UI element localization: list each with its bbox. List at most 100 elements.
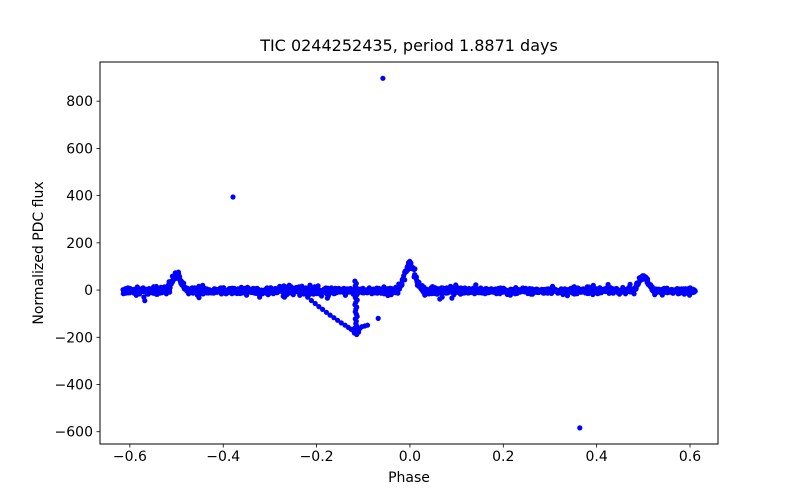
x-tick-label: 0.2 (492, 449, 514, 465)
band-fuzz-point (652, 292, 658, 298)
y-tick-label: 0 (84, 283, 93, 299)
band-fuzz-point (280, 293, 286, 299)
band-fuzz-point (529, 291, 536, 297)
band-underside-strays-point (142, 298, 148, 304)
band-fuzz-point (529, 286, 535, 292)
band-fuzz-point (144, 291, 150, 297)
outliers-point (230, 194, 236, 200)
band-fuzz-point (547, 287, 553, 293)
band-fuzz-point (447, 283, 454, 289)
band-fuzz-point (525, 290, 531, 297)
band-fuzz-point (457, 291, 464, 297)
data-points (120, 75, 698, 431)
band-fuzz-point (134, 290, 140, 296)
band-underside-strays-point (437, 296, 443, 302)
band-fuzz-point (568, 287, 574, 293)
x-tick-label: 0.4 (586, 449, 608, 465)
plot-title: TIC 0244252435, period 1.8871 days (259, 36, 558, 55)
band-point (402, 277, 408, 283)
band-fuzz-point (432, 287, 438, 293)
band-fuzz-point (374, 285, 380, 291)
band-fuzz-point (514, 286, 520, 292)
band-fuzz-point (241, 285, 247, 292)
band-fuzz-point (520, 285, 526, 291)
band-fuzz-point (472, 285, 478, 291)
band-fuzz-point (244, 292, 250, 298)
band-fuzz-point (167, 289, 173, 295)
band-fuzz-point (134, 284, 140, 290)
band-fuzz-point (500, 285, 507, 291)
band-fuzz-point (489, 287, 495, 293)
band-fuzz-point (590, 291, 596, 298)
dip-trail-point (338, 320, 344, 326)
x-tick-label: −0.6 (113, 449, 147, 465)
band-fuzz-point (319, 293, 325, 299)
band-underside-strays-point (297, 292, 303, 298)
dip-trail-point (327, 312, 333, 318)
y-tick-label: −400 (55, 378, 93, 394)
band-fuzz-point (169, 279, 175, 285)
y-axis-ticks: −600 −400 −200 0 200 400 600 800 (55, 94, 100, 441)
band-fuzz-point (269, 289, 276, 295)
band-fuzz-point (165, 282, 171, 288)
y-tick-label: −200 (55, 330, 93, 346)
dip-trail-point (316, 304, 322, 310)
band-fuzz-point (506, 291, 512, 298)
band-fuzz-point (340, 287, 346, 293)
band-fuzz-point (329, 287, 335, 293)
band-fuzz-point (686, 287, 692, 293)
band-fuzz-point (122, 290, 128, 296)
plot-frame (99, 61, 719, 445)
deep-dip-cluster-point (375, 315, 381, 321)
deep-dip-cluster-point (350, 328, 357, 334)
band-fuzz-point (333, 289, 339, 295)
band-fuzz-point (626, 284, 632, 290)
band-fuzz-point (396, 282, 402, 288)
x-tick-label: −0.4 (206, 449, 240, 465)
band-fuzz-point (587, 285, 593, 291)
band-fuzz-point (634, 280, 640, 286)
x-tick-label: 0.6 (679, 449, 701, 465)
band-fuzz-point (580, 286, 587, 292)
band-fuzz-point (153, 283, 159, 290)
dip-trail-point (308, 297, 314, 304)
dip-trail-point (312, 300, 318, 307)
band-fuzz-point (308, 285, 314, 291)
y-tick-label: −600 (55, 425, 93, 441)
outliers-point (577, 425, 583, 431)
band-fuzz-point (500, 289, 506, 295)
band-fuzz-point (692, 288, 698, 294)
band-fuzz-point (453, 282, 459, 288)
band-fuzz-point (514, 290, 520, 296)
band-fuzz-point (627, 289, 634, 295)
x-tick-label: −0.2 (300, 449, 334, 465)
band-fuzz-point (603, 288, 610, 294)
band-point (412, 266, 418, 272)
outliers-point (380, 75, 386, 81)
band-fuzz-point (620, 284, 626, 291)
band-fuzz-point (158, 289, 164, 295)
x-tick-label: 0.0 (399, 449, 421, 465)
x-axis-label: Phase (388, 470, 430, 486)
band-underside-strays-point (257, 294, 263, 300)
band-fuzz-point (313, 285, 319, 291)
band-fuzz-point (412, 274, 418, 280)
band-fuzz-point (447, 287, 453, 293)
band-fuzz-point (265, 288, 271, 295)
band-fuzz-point (381, 286, 387, 292)
band-fuzz-point (549, 283, 556, 289)
dip-trail-point (305, 294, 311, 300)
band-fuzz-point (575, 285, 581, 291)
band-fuzz-point (596, 290, 602, 296)
y-tick-label: 800 (66, 94, 93, 110)
band-fuzz-point (456, 286, 462, 293)
band-fuzz-point (677, 290, 683, 296)
band-fuzz-point (539, 286, 545, 292)
band-fuzz-point (276, 286, 282, 292)
band-fuzz-point (415, 282, 421, 288)
band-underside-strays-point (196, 295, 202, 301)
band-fuzz-point (686, 292, 693, 298)
y-tick-label: 400 (66, 189, 93, 205)
